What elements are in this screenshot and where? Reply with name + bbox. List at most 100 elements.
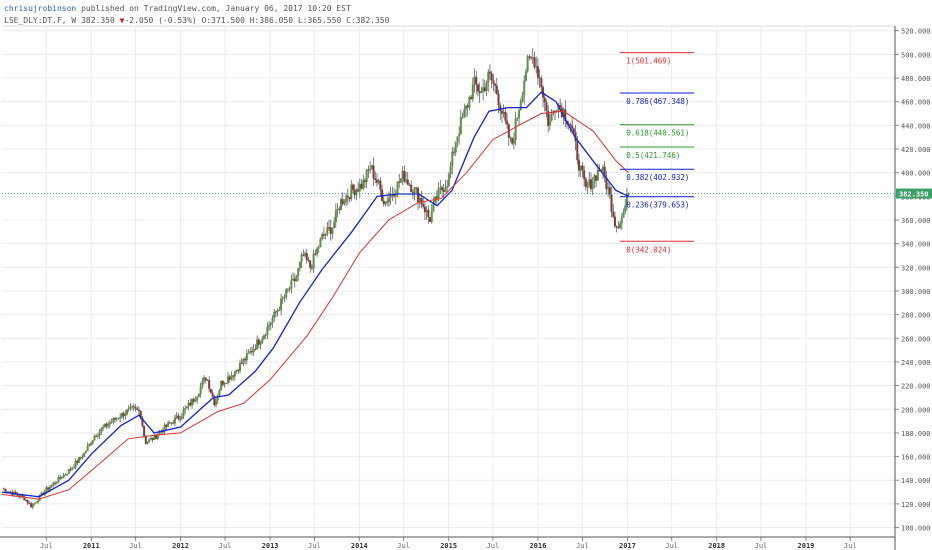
candle-body	[220, 380, 223, 391]
candle-body	[581, 165, 584, 171]
close-label: C:382.350	[346, 16, 390, 25]
candle-body	[417, 188, 420, 203]
candle-body	[196, 396, 199, 401]
candle-body	[240, 362, 243, 364]
candle-body	[273, 311, 276, 319]
candle-body	[136, 408, 139, 410]
candle-body	[144, 435, 147, 444]
candle-body	[557, 104, 560, 111]
candle-body	[297, 268, 300, 277]
candle-body	[148, 439, 151, 442]
candle-body	[305, 253, 308, 261]
candle-body	[488, 71, 491, 74]
candle-body	[382, 200, 385, 205]
candle-body	[276, 309, 279, 313]
candle-body	[74, 460, 77, 468]
candle-body	[420, 197, 423, 205]
candle-body	[530, 56, 533, 59]
candle-body	[535, 66, 538, 68]
x-tick-label: Jul	[397, 542, 410, 550]
candle-body	[86, 445, 89, 451]
candle-body	[461, 116, 464, 118]
candle-body	[98, 431, 101, 436]
candle-body	[589, 179, 592, 190]
candle-body	[464, 105, 467, 110]
candle-body	[221, 380, 224, 385]
candle-body	[189, 402, 192, 406]
candle-body	[603, 166, 606, 178]
candle-body	[48, 486, 51, 490]
candle-body	[60, 477, 63, 479]
candle-body	[473, 76, 476, 85]
candle-body	[432, 202, 435, 212]
candle-body	[360, 183, 363, 189]
candle-body	[413, 187, 416, 194]
candle-body	[375, 179, 378, 183]
y-tick-label: 340.000	[901, 241, 931, 249]
candle-body	[559, 104, 562, 108]
candle-body	[81, 457, 84, 459]
candle-body	[307, 260, 310, 262]
y-tick-label: 420.000	[901, 146, 931, 154]
candle-body	[72, 467, 75, 469]
candle-body	[227, 376, 230, 383]
candle-body	[454, 142, 457, 153]
candle-body	[33, 502, 36, 505]
candle-body	[509, 137, 512, 139]
candle-body	[110, 422, 113, 424]
candle-body	[168, 422, 171, 424]
candle-body	[620, 217, 623, 224]
candle-body	[249, 351, 252, 353]
candle-body	[499, 105, 502, 111]
candle-body	[242, 358, 245, 364]
symbol-label: LSE_DLY:DT.F, W	[4, 16, 77, 25]
candle-body	[495, 85, 498, 94]
candle-body	[69, 469, 72, 471]
candle-body	[112, 418, 115, 423]
moving-average-line	[1, 110, 629, 500]
candle-body	[312, 253, 315, 269]
candle-body	[598, 169, 601, 171]
candle-body	[91, 440, 94, 444]
candle-body	[317, 247, 320, 249]
x-tick-label: 2011	[83, 542, 100, 550]
candle-body	[66, 474, 69, 476]
candle-body	[555, 110, 558, 112]
candle-body	[471, 84, 474, 100]
candle-body	[191, 398, 194, 406]
candle-body	[518, 110, 521, 118]
candle-body	[511, 137, 514, 144]
candle-body	[274, 311, 277, 313]
candle-body	[155, 434, 158, 439]
candle-body	[76, 460, 79, 463]
candle-body	[458, 134, 461, 137]
candle-body	[605, 177, 608, 190]
x-tick-label: Jul	[755, 542, 768, 550]
candle-body	[223, 383, 226, 385]
candle-body	[516, 117, 519, 119]
candle-body	[233, 371, 236, 377]
candle-body	[370, 165, 373, 169]
candle-body	[304, 253, 307, 256]
candle-body	[451, 151, 454, 167]
candle-body	[285, 289, 288, 297]
author-link[interactable]: chrisujrobinson	[4, 4, 77, 13]
candle-body	[588, 179, 591, 187]
candle-body	[336, 208, 339, 211]
candle-body	[230, 375, 233, 380]
candle-body	[425, 209, 428, 213]
candle-body	[197, 393, 200, 397]
candle-body	[514, 118, 517, 140]
candle-body	[386, 201, 389, 203]
high-label: H:386.050	[249, 16, 294, 25]
x-tick-label: 2014	[351, 542, 368, 550]
candle-body	[180, 416, 183, 419]
candle-body	[545, 102, 548, 111]
candle-body	[550, 113, 553, 121]
candle-body	[613, 216, 616, 227]
candle-body	[38, 495, 41, 501]
candle-body	[357, 189, 360, 192]
candle-body	[456, 136, 459, 143]
candle-body	[369, 168, 372, 170]
